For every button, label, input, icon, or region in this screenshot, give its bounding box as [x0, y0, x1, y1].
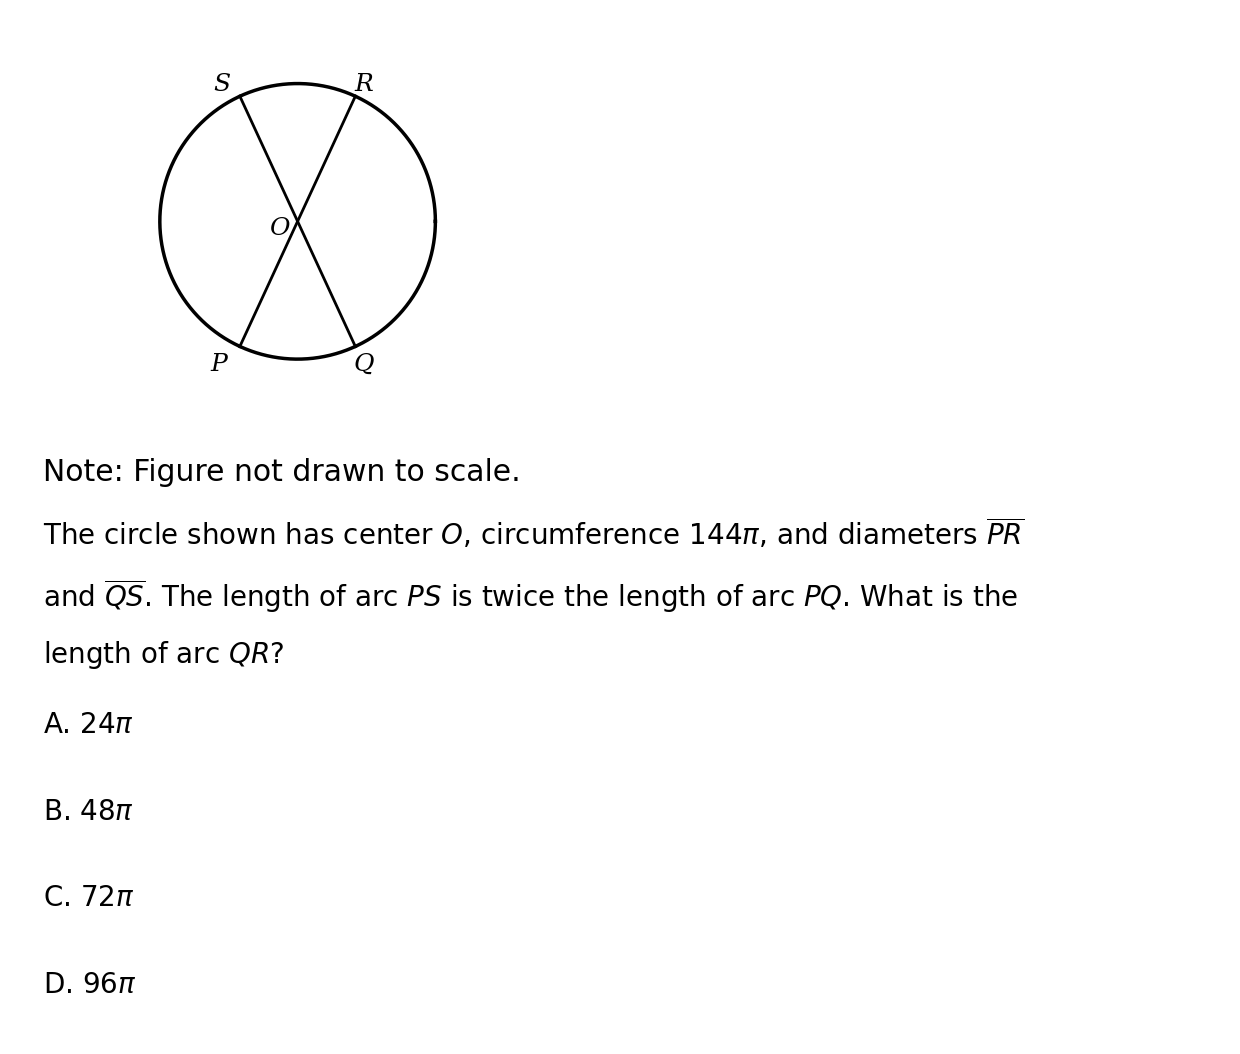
Text: C. 72$\pi$: C. 72$\pi$: [43, 884, 135, 913]
Text: Q: Q: [353, 353, 374, 376]
Text: B. 48$\pi$: B. 48$\pi$: [43, 798, 134, 826]
Text: and $\overline{QS}$. The length of arc $\mathit{PS}$ is twice the length of arc : and $\overline{QS}$. The length of arc $…: [43, 578, 1018, 616]
Text: length of arc $\mathit{QR}$?: length of arc $\mathit{QR}$?: [43, 639, 285, 670]
Text: D. 96$\pi$: D. 96$\pi$: [43, 971, 136, 999]
Text: P: P: [211, 353, 227, 376]
Text: Note: Figure not drawn to scale.: Note: Figure not drawn to scale.: [43, 458, 521, 488]
Text: The circle shown has center $\mathit{O}$, circumference 144$\pi$, and diameters : The circle shown has center $\mathit{O}$…: [43, 516, 1024, 551]
Text: O: O: [269, 217, 290, 239]
Text: R: R: [355, 74, 373, 96]
Text: A. 24$\pi$: A. 24$\pi$: [43, 711, 134, 740]
Text: S: S: [213, 74, 231, 96]
